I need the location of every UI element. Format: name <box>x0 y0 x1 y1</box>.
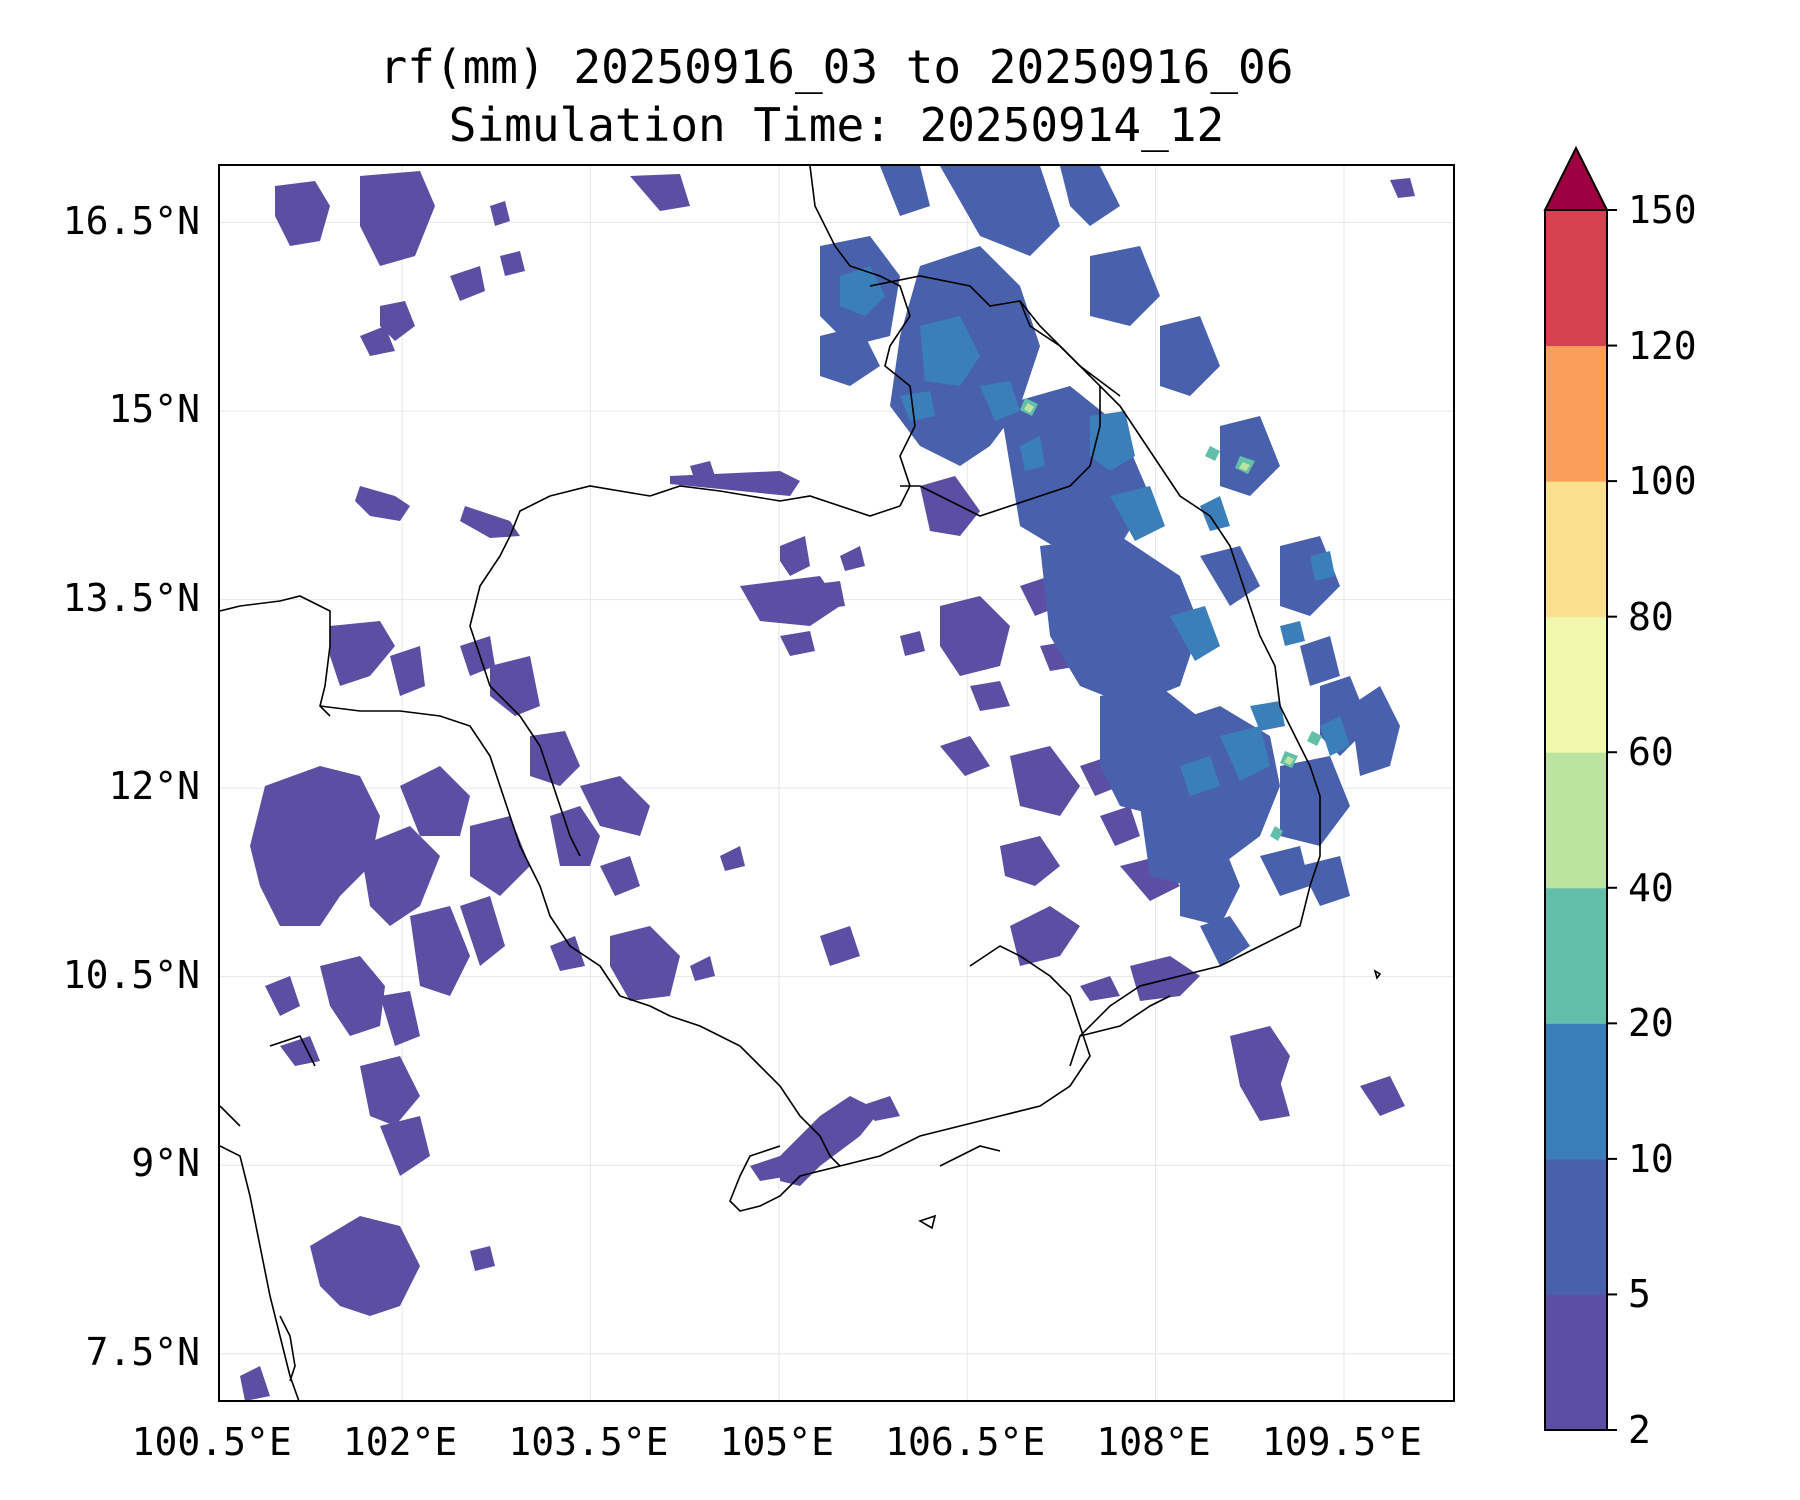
coastlines-and-borders <box>220 166 1382 1400</box>
lat-tick-label: 15°N <box>108 387 200 432</box>
rain-2-5mm <box>240 171 1415 1400</box>
lon-tick-label: 102°E <box>342 1420 458 1464</box>
lat-tick-label: 9°N <box>131 1141 200 1186</box>
lon-tick-label: 109.5°E <box>1261 1420 1423 1464</box>
colorbar-tick-label: 2 <box>1628 1408 1651 1452</box>
colorbar-segment <box>1545 1294 1607 1431</box>
colorbar-segment <box>1545 887 1607 1024</box>
colorbar-tick-label: 120 <box>1628 323 1697 368</box>
map-title: rf(mm) 20250916_03 to 20250916_06 Simula… <box>218 38 1455 154</box>
colorbar-tick-label: 80 <box>1628 594 1674 639</box>
colorbar-segment <box>1545 616 1607 753</box>
lat-tick-label: 10.5°N <box>62 952 200 997</box>
colorbar-extend-arrow <box>1543 145 1609 211</box>
colorbar-tick-label: 20 <box>1628 1001 1674 1046</box>
colorbar-tick-label: 100 <box>1628 459 1697 504</box>
colorbar-segment <box>1545 481 1607 618</box>
colorbar-segment <box>1545 210 1607 347</box>
lon-tick-label: 100.5°E <box>131 1420 292 1464</box>
rain-10-20mm <box>840 266 1350 796</box>
colorbar-segment <box>1545 345 1607 482</box>
title-line-1: rf(mm) 20250916_03 to 20250916_06 <box>379 40 1294 94</box>
lat-tick-label: 7.5°N <box>85 1329 200 1374</box>
rainfall-contours <box>240 166 1415 1400</box>
colorbar-tick-label: 60 <box>1628 730 1674 775</box>
title-line-2: Simulation Time: 20250914_12 <box>448 98 1225 152</box>
colorbar-segment <box>1545 1023 1607 1160</box>
lon-tick-label: 105°E <box>719 1420 835 1464</box>
map-canvas <box>220 166 1453 1400</box>
lat-tick-label: 13.5°N <box>62 575 200 620</box>
colorbar-segment <box>1545 752 1607 889</box>
lon-tick-label: 108°E <box>1096 1420 1211 1464</box>
colorbar-tick-label: 150 <box>1628 188 1697 232</box>
lat-tick-label: 16.5°N <box>62 198 200 243</box>
rain-5-10mm <box>820 166 1400 966</box>
colorbar-tick-label: 10 <box>1628 1136 1674 1181</box>
lon-tick-label: 106.5°E <box>885 1420 1046 1464</box>
lat-tick-label: 12°N <box>108 764 200 809</box>
rain-40-60mm <box>1024 403 1294 765</box>
colorbar-segment <box>1545 1158 1607 1295</box>
colorbar-tick-label: 40 <box>1628 865 1674 910</box>
colorbar-outline <box>1544 209 1608 1431</box>
map-panel <box>218 164 1455 1402</box>
lon-tick-label: 103.5°E <box>508 1420 669 1464</box>
colorbar-tick-label: 5 <box>1628 1272 1651 1317</box>
